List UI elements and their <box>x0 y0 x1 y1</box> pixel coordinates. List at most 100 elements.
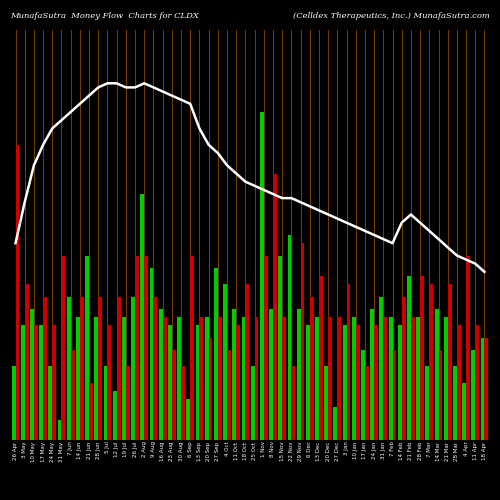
Bar <box>242 317 246 440</box>
Bar <box>246 284 250 440</box>
Bar <box>462 382 466 440</box>
Bar <box>227 350 231 440</box>
Bar <box>67 296 70 440</box>
Bar <box>104 366 108 440</box>
Bar <box>48 366 52 440</box>
Bar <box>80 296 84 440</box>
Bar <box>384 317 387 440</box>
Bar <box>388 317 392 440</box>
Bar <box>278 256 282 440</box>
Bar <box>236 325 240 440</box>
Bar <box>154 296 158 440</box>
Bar <box>420 276 424 440</box>
Bar <box>12 366 16 440</box>
Bar <box>172 350 176 440</box>
Bar <box>438 350 442 440</box>
Bar <box>232 309 236 440</box>
Bar <box>319 276 323 440</box>
Bar <box>392 350 396 440</box>
Bar <box>89 382 93 440</box>
Bar <box>342 325 346 440</box>
Bar <box>296 309 300 440</box>
Bar <box>250 366 254 440</box>
Bar <box>306 325 310 440</box>
Bar <box>126 366 130 440</box>
Bar <box>476 325 479 440</box>
Bar <box>273 174 277 440</box>
Bar <box>131 296 135 440</box>
Bar <box>346 284 350 440</box>
Bar <box>402 296 406 440</box>
Bar <box>352 317 356 440</box>
Text: MunafaSutra  Money Flow  Charts for CLDX: MunafaSutra Money Flow Charts for CLDX <box>10 12 199 20</box>
Bar <box>269 309 273 440</box>
Bar <box>484 338 488 440</box>
Bar <box>338 317 341 440</box>
Bar <box>200 317 203 440</box>
Bar <box>113 391 116 440</box>
Bar <box>411 317 415 440</box>
Bar <box>407 276 411 440</box>
Bar <box>374 325 378 440</box>
Text: (Celldex Therapeutics, Inc.) MunafaSutra.com: (Celldex Therapeutics, Inc.) MunafaSutra… <box>293 12 490 20</box>
Bar <box>186 399 190 440</box>
Bar <box>430 284 433 440</box>
Bar <box>30 309 34 440</box>
Bar <box>370 309 374 440</box>
Bar <box>181 366 185 440</box>
Bar <box>21 325 24 440</box>
Bar <box>177 317 181 440</box>
Bar <box>480 338 484 440</box>
Bar <box>98 296 102 440</box>
Bar <box>162 317 166 440</box>
Bar <box>116 296 120 440</box>
Bar <box>361 350 365 440</box>
Bar <box>52 325 56 440</box>
Bar <box>159 309 162 440</box>
Bar <box>70 350 74 440</box>
Bar <box>453 366 457 440</box>
Bar <box>214 268 218 440</box>
Bar <box>426 366 430 440</box>
Bar <box>457 325 461 440</box>
Bar <box>150 268 154 440</box>
Bar <box>218 317 222 440</box>
Bar <box>196 325 200 440</box>
Bar <box>168 325 172 440</box>
Bar <box>448 284 452 440</box>
Bar <box>380 296 384 440</box>
Bar <box>434 309 438 440</box>
Bar <box>282 317 286 440</box>
Bar <box>444 317 448 440</box>
Bar <box>472 350 476 440</box>
Bar <box>144 256 148 440</box>
Bar <box>122 317 126 440</box>
Bar <box>85 256 89 440</box>
Bar <box>292 366 295 440</box>
Bar <box>190 256 194 440</box>
Bar <box>315 317 319 440</box>
Bar <box>416 317 420 440</box>
Bar <box>16 145 20 440</box>
Bar <box>205 317 208 440</box>
Bar <box>62 256 66 440</box>
Bar <box>254 317 258 440</box>
Bar <box>264 256 268 440</box>
Bar <box>43 296 47 440</box>
Bar <box>208 338 212 440</box>
Bar <box>365 366 369 440</box>
Bar <box>94 317 98 440</box>
Bar <box>328 317 332 440</box>
Bar <box>24 284 28 440</box>
Bar <box>310 296 314 440</box>
Bar <box>288 235 292 440</box>
Bar <box>135 256 139 440</box>
Bar <box>140 194 144 440</box>
Bar <box>398 325 402 440</box>
Bar <box>334 407 338 440</box>
Bar <box>300 243 304 440</box>
Bar <box>466 256 470 440</box>
Bar <box>223 284 227 440</box>
Bar <box>58 420 62 440</box>
Bar <box>39 325 43 440</box>
